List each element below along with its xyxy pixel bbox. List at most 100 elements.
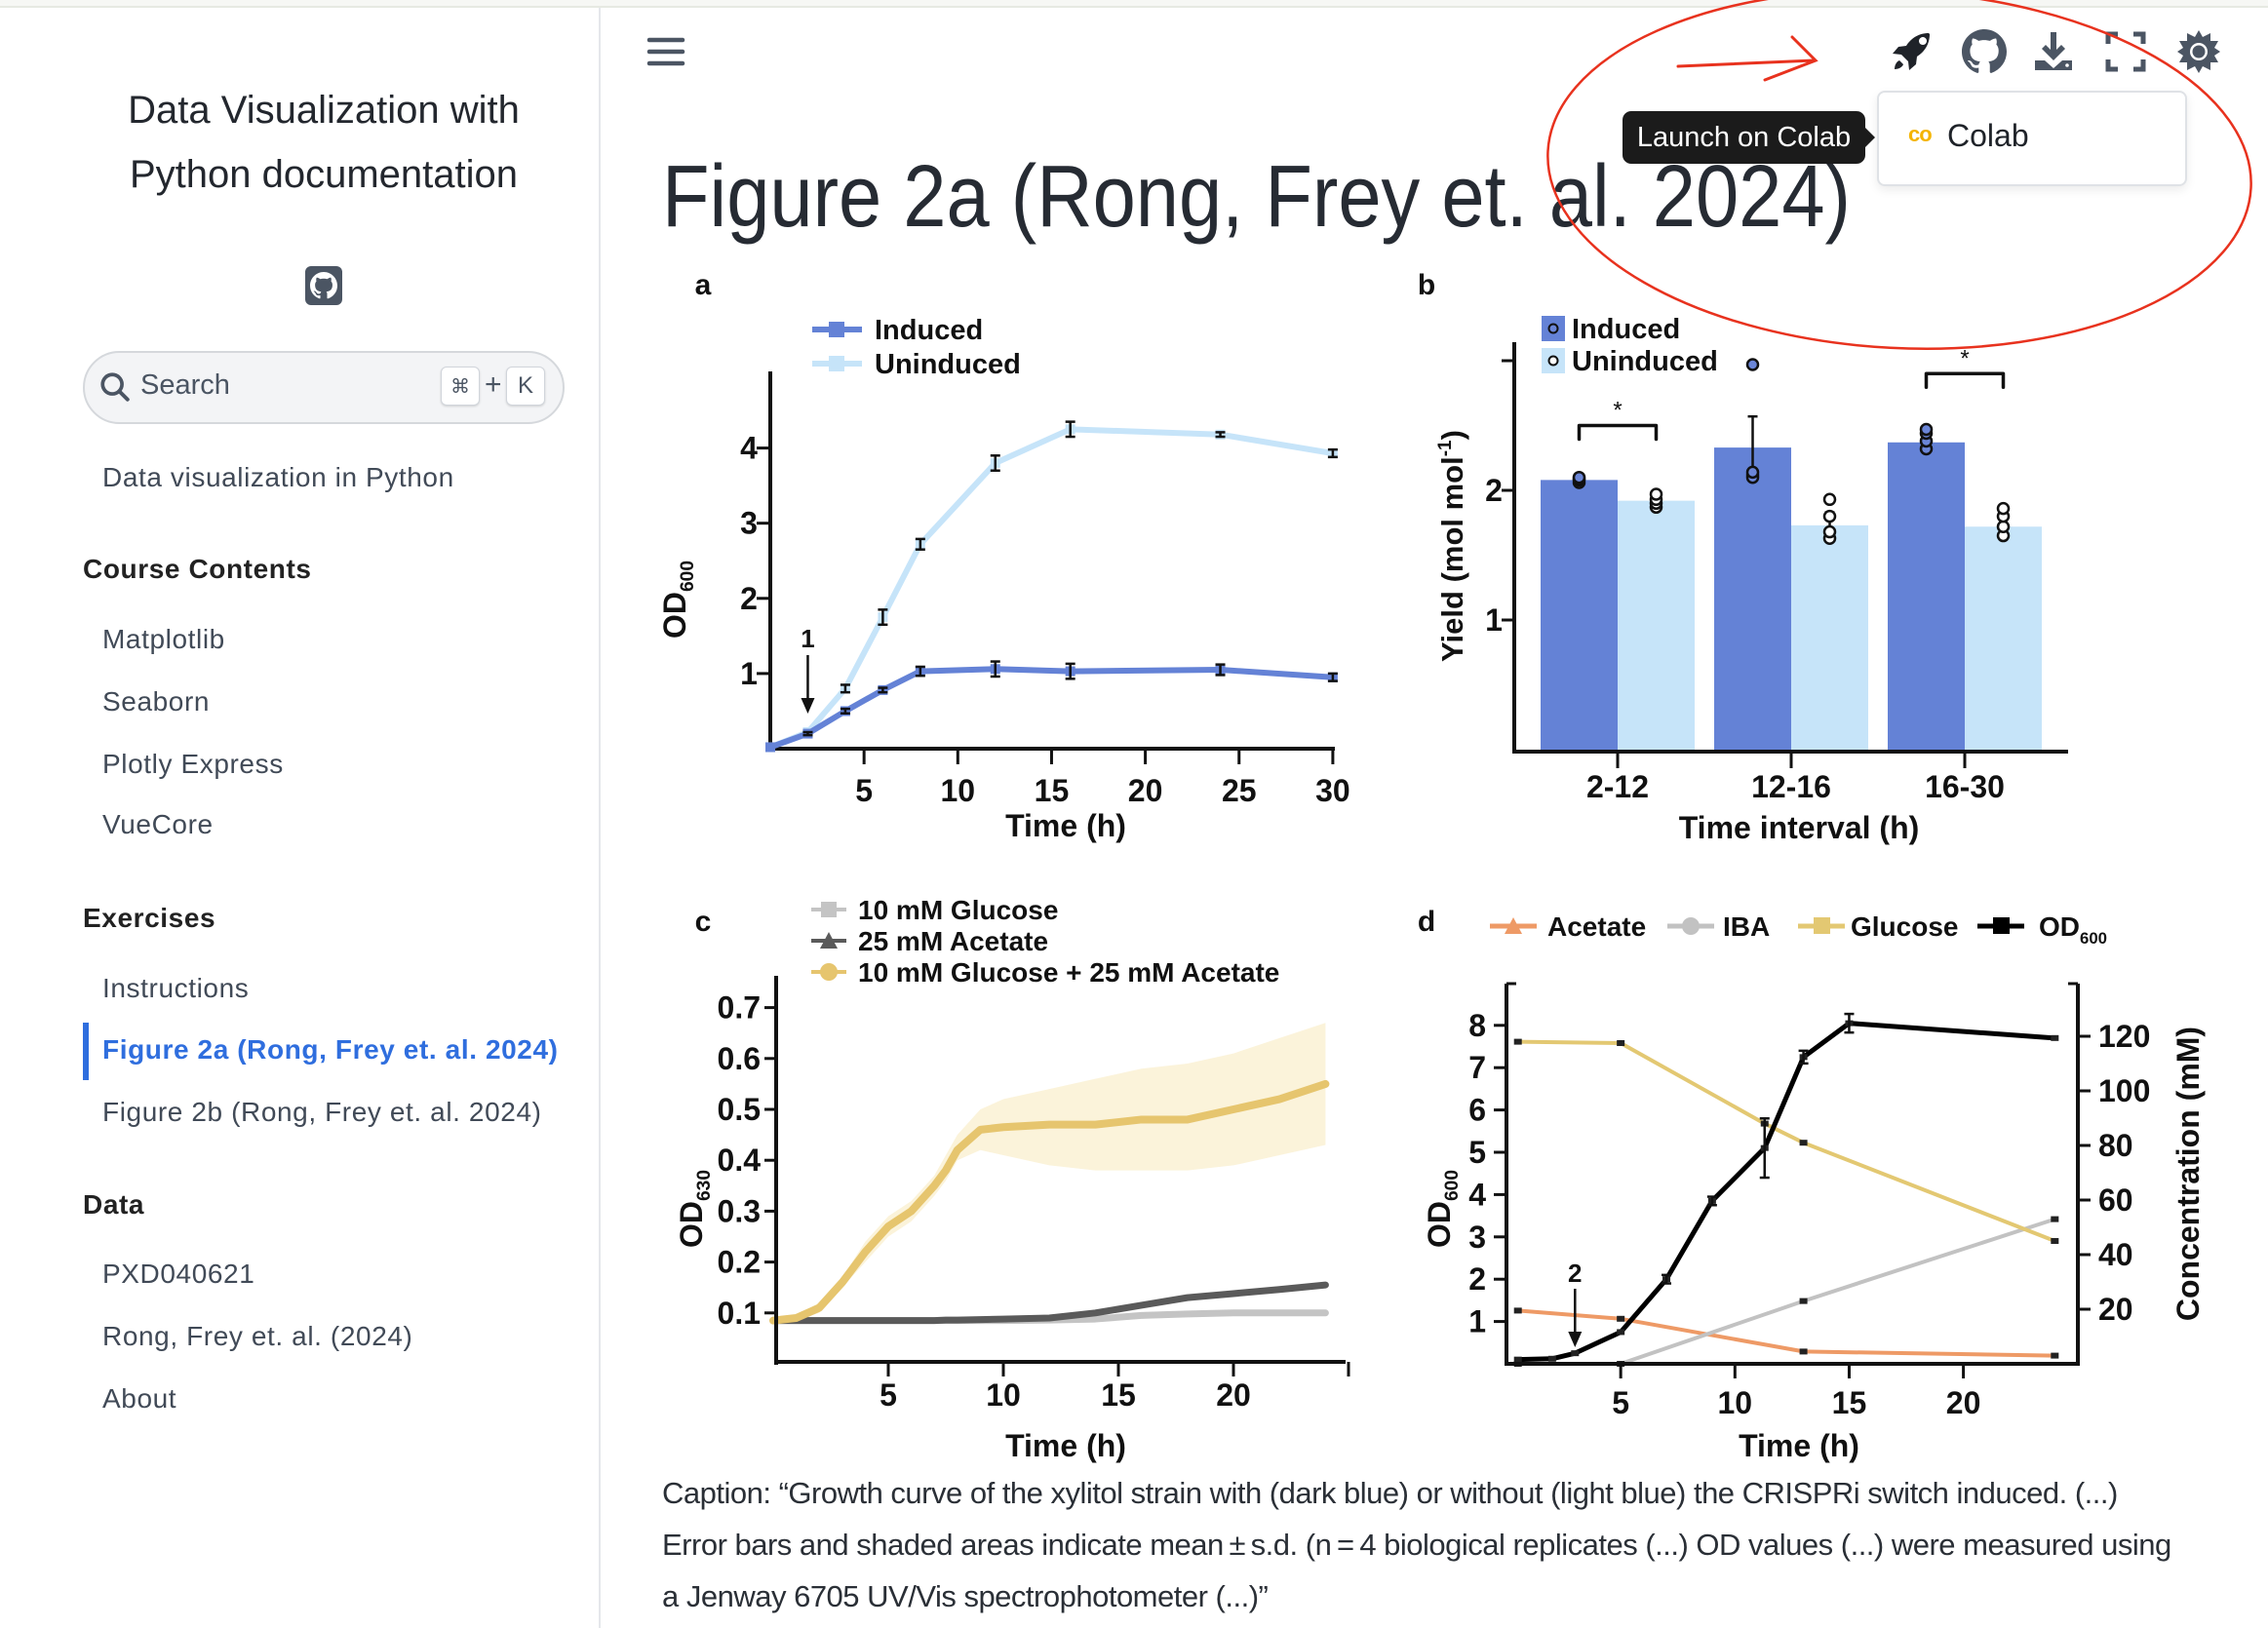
- colab-icon: co: [1908, 122, 1933, 146]
- nav-link-matplotlib[interactable]: Matplotlib: [102, 624, 225, 654]
- x-tick-label: 20: [1946, 1385, 1981, 1420]
- data-point: [1571, 1350, 1580, 1357]
- search-input[interactable]: Search ⌘ + K: [83, 351, 565, 424]
- replicate-point: [1996, 501, 2011, 516]
- replicate-point: [1919, 422, 1934, 437]
- y-tick-label: 0.4: [718, 1143, 762, 1178]
- legend-marker: [820, 932, 838, 949]
- kbd-cmd: ⌘: [441, 367, 480, 406]
- search-placeholder: Search: [140, 369, 230, 401]
- nav-link-about[interactable]: About: [102, 1383, 177, 1414]
- x-tick-label: 12-16: [1751, 769, 1831, 804]
- nav-link-figure-2a[interactable]: Figure 2a (Rong, Frey et. al. 2024): [102, 1034, 559, 1065]
- dropdown-item-label: Colab: [1947, 118, 2029, 153]
- series-line-od: [1515, 1021, 2057, 1363]
- data-point: [1617, 1329, 1625, 1336]
- annotation-label: 2: [1568, 1259, 1582, 1288]
- replicate-point: [1649, 487, 1663, 501]
- data-point: [1513, 1356, 1522, 1363]
- nav-link-data-visualization[interactable]: Data visualization in Python: [102, 462, 454, 492]
- nav-link-figure-2b[interactable]: Figure 2b (Rong, Frey et. al. 2024): [102, 1097, 542, 1127]
- y-axis-label: OD600: [657, 561, 698, 639]
- x-tick-label: 15: [1832, 1385, 1867, 1420]
- y-tick-label: 3: [1468, 1220, 1486, 1255]
- data-point: [2051, 1216, 2059, 1222]
- series-line-2: [769, 1079, 1330, 1325]
- legend-label: 25 mM Acetate: [858, 926, 1048, 956]
- label-superscript: -1: [1435, 440, 1456, 456]
- series-line-glucose: [1515, 1039, 2057, 1243]
- dropdown-item-colab[interactable]: co Colab: [1879, 93, 2185, 184]
- bar-uninduced: [1618, 500, 1695, 750]
- label-subscript: 600: [2080, 929, 2107, 948]
- panel-label-c: c: [695, 906, 712, 938]
- y-tick-label: 0.2: [718, 1245, 761, 1280]
- x-tick-label: 30: [1315, 773, 1350, 808]
- significance-label: *: [1613, 398, 1622, 424]
- label-main: OD: [674, 1201, 709, 1248]
- replicate-point: [1745, 358, 1760, 371]
- legend-marker: [821, 902, 837, 917]
- y-tick-label: 0.7: [718, 990, 761, 1026]
- label-main: Yield (mol mol: [1435, 456, 1469, 662]
- data-point: [2051, 1034, 2059, 1041]
- data-point: [2051, 1352, 2059, 1359]
- significance-bracket: [1924, 371, 2006, 390]
- annotation-arrow-head: [1568, 1332, 1583, 1347]
- y-tick-label: 7: [1468, 1050, 1486, 1085]
- label-main: OD: [1422, 1201, 1457, 1248]
- legend-marker: [829, 356, 844, 371]
- kbd-k: K: [506, 367, 545, 406]
- label-end: ): [1435, 430, 1469, 440]
- y-tick-label: 0.6: [718, 1041, 761, 1076]
- y2-tick-label: 80: [2098, 1128, 2133, 1163]
- y-tick-label: 0.1: [718, 1296, 761, 1331]
- y2-tick-label: 40: [2098, 1237, 2133, 1272]
- annotation-label: 1: [801, 624, 814, 653]
- y-tick-label: 4: [1468, 1177, 1486, 1212]
- legend-label: Uninduced: [875, 349, 1021, 380]
- data-point: [1799, 1348, 1808, 1355]
- menu-icon[interactable]: [644, 30, 688, 75]
- replicate-point: [1822, 509, 1837, 523]
- y-tick-label: 0.3: [718, 1193, 761, 1228]
- y2-tick-label: 100: [2098, 1073, 2150, 1108]
- legend-label: OD600: [2039, 911, 2107, 948]
- label-subscript: 630: [694, 1170, 715, 1201]
- legend-label: IBA: [1723, 911, 1770, 942]
- bar-induced: [1888, 442, 1965, 750]
- nav-link-instructions[interactable]: Instructions: [102, 973, 250, 1003]
- legend-marker: [1993, 917, 2010, 934]
- nav-link-seaborn[interactable]: Seaborn: [102, 686, 211, 717]
- x-tick-label: 5: [880, 1377, 897, 1413]
- site-title[interactable]: Data Visualization with Python documenta…: [83, 78, 565, 207]
- annotation-arrow-head: [801, 698, 815, 714]
- y-axis-label: OD630: [674, 1170, 715, 1248]
- series-line-uninduced: [767, 426, 1336, 751]
- series-line-induced: [767, 666, 1336, 751]
- nav-link-rong-frey-2024[interactable]: Rong, Frey et. al. (2024): [102, 1321, 413, 1351]
- legend-label: 10 mM Glucose: [858, 895, 1058, 925]
- github-icon[interactable]: [305, 266, 342, 305]
- label-main: OD: [657, 592, 692, 639]
- sd-band: [773, 1023, 1326, 1324]
- label-main: OD: [2039, 911, 2080, 942]
- top-border: [0, 0, 2268, 8]
- nav-link-plotly-express[interactable]: Plotly Express: [102, 749, 284, 779]
- y2-axis-label: Concentration (mM): [2170, 1027, 2206, 1321]
- bar-uninduced: [1965, 526, 2042, 750]
- panel-label-b: b: [1418, 269, 1435, 301]
- x-axis-label: Time interval (h): [1679, 810, 1920, 845]
- series-line-1: [769, 1281, 1329, 1325]
- nav-link-pxd040621[interactable]: PXD040621: [102, 1259, 255, 1289]
- y-tick-label: 6: [1468, 1093, 1486, 1128]
- nav-link-vuecore[interactable]: VueCore: [102, 809, 214, 839]
- legend-label: Glucose: [1851, 911, 1958, 942]
- replicate-point: [1996, 520, 2011, 533]
- data-point: [1799, 1298, 1808, 1304]
- x-tick-label: 15: [1035, 773, 1070, 808]
- y-tick-label: 2: [1468, 1261, 1486, 1297]
- legend-label: 10 mM Glucose + 25 mM Acetate: [858, 957, 1279, 988]
- replicate-point: [1822, 492, 1837, 507]
